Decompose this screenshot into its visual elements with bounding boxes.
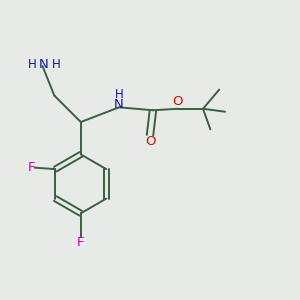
Text: H: H (28, 58, 37, 71)
Text: N: N (39, 58, 49, 71)
Text: F: F (77, 236, 85, 249)
Text: H: H (51, 58, 60, 71)
Text: N: N (114, 98, 124, 111)
Text: F: F (28, 161, 35, 174)
Text: O: O (173, 95, 183, 108)
Text: O: O (145, 135, 155, 148)
Text: H: H (115, 88, 124, 100)
